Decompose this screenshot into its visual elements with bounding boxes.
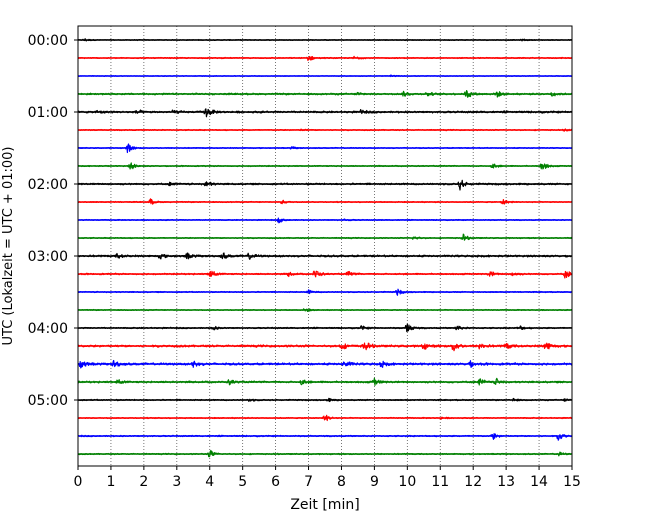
x-tick-label: 0 (74, 474, 83, 490)
x-tick-label: 5 (238, 474, 247, 490)
y-tick-label: 01:00 (28, 105, 68, 121)
y-tick-label: 03:00 (28, 249, 68, 265)
x-tick-label: 8 (337, 474, 346, 490)
x-tick-label: 12 (464, 474, 482, 490)
x-tick-label: 1 (106, 474, 115, 490)
x-axis-ticks: 0 1 2 3 4 5 6 7 8 9 10 11 12 13 14 15 (74, 466, 581, 490)
trace-line-0245 (77, 233, 573, 241)
x-tick-label: 7 (304, 474, 313, 490)
trace-line-0100 (77, 108, 573, 118)
y-tick-label: 00:00 (28, 33, 68, 49)
x-tick-label: 2 (139, 474, 148, 490)
y-axis-ticks: 00:00 01:00 02:00 03:00 04:00 05:00 (28, 33, 78, 409)
y-tick-label: 02:00 (28, 177, 68, 193)
trace-line-0200 (77, 179, 573, 191)
x-tick-label: 3 (172, 474, 181, 490)
x-tick-label: 6 (271, 474, 280, 490)
trace-line-0415 (77, 342, 573, 352)
y-tick-label: 05:00 (28, 393, 68, 409)
vertical-grid (110, 26, 540, 466)
plot-frame (77, 25, 573, 467)
x-tick-label: 13 (497, 474, 515, 490)
x-tick-label: 15 (563, 474, 581, 490)
x-tick-label: 14 (530, 474, 548, 490)
y-tick-label: 04:00 (28, 321, 68, 337)
x-tick-label: 11 (431, 474, 449, 490)
trace-lines (77, 38, 573, 458)
x-tick-label: 10 (398, 474, 416, 490)
x-tick-label: 9 (370, 474, 379, 490)
x-tick-label: 4 (205, 474, 214, 490)
y-axis-label: UTC (Lokalzeit = UTC + 01:00) (1, 147, 16, 346)
x-axis-label: Zeit [min] (290, 497, 359, 513)
trace-line-0530 (77, 433, 573, 441)
